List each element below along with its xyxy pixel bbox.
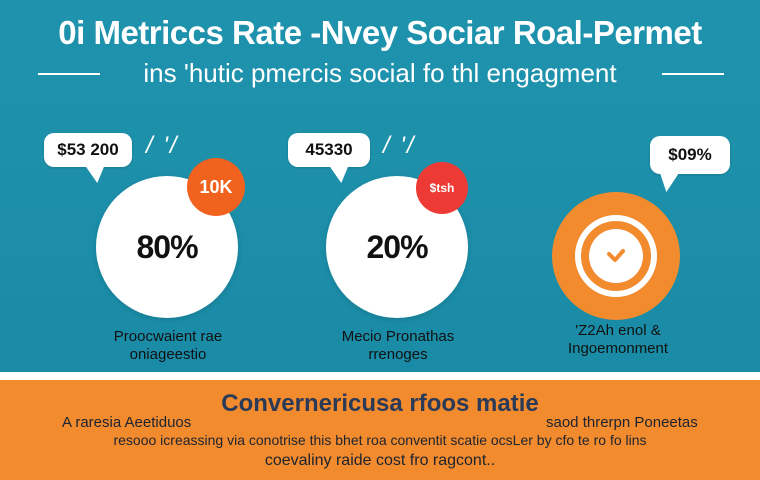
metric-2-callout-text: 45330 [305,140,353,159]
subtitle-row: ins 'hutic pmercis social fo thl engagme… [0,58,760,88]
subtitle-left-rule [38,73,100,75]
footer-title: Convernericusa rfoos matie [221,390,539,417]
footer-banner: Convernericusa rfoos matie A raresia Aee… [0,380,760,480]
metric-1-mark: / '/ [146,132,179,159]
check-heart-icon [589,229,643,283]
footer-right-line1: saod threrpn Poneetas [546,414,698,431]
metric-2-mark: / '/ [383,132,416,159]
metric-3-caption-line1: 'Z2Ah enol & [575,322,661,339]
metric-1-value: 80% [136,228,198,265]
metric-1-caption-line2: oniageestio [129,346,207,363]
metric-3-caption: 'Z2Ah enol & Ingoemonment [530,322,706,358]
metric-3-callout-text: $09% [668,145,712,164]
footer-left-line1: A raresia Aeetiduos [62,414,192,431]
banner-divider [0,372,760,380]
subtitle-right-rule [662,73,724,75]
metric-1-callout-text: $53 200 [57,140,119,159]
footer-line3: coevaliny raide cost fro ragcont.. [264,452,496,469]
metric-3-caption-line2: Ingoemonment [567,340,669,357]
metric-1-badge: 10K [187,158,245,216]
page-title: 0i Metriccs Rate -Nvey Sociar Roal-Perme… [58,14,702,51]
metric-2-caption-line2: rrenoges [368,346,428,363]
metric-2-caption: Mecio Pronathas rrenoges [310,328,486,364]
metric-1-caption-line1: Proocwaient rae [113,328,223,345]
metric-2-caption-line1: Mecio Pronathas [341,328,455,345]
metric-2-badge: $tsh [416,162,468,214]
metric-2-callout: 45330 [288,133,370,167]
metric-1-badge-text: 10K [199,176,233,197]
page-subtitle: ins 'hutic pmercis social fo thl engagme… [143,58,617,88]
metric-2-badge-text: $tsh [429,181,455,195]
footer-line2: resooo icreassing via conotrise this bhe… [113,432,647,448]
metric-2-value: 20% [366,228,428,265]
metric-1-callout: $53 200 [44,133,132,167]
metric-1-caption: Proocwaient rae oniageestio [80,328,256,364]
metric-3-callout: $09% [650,136,730,174]
